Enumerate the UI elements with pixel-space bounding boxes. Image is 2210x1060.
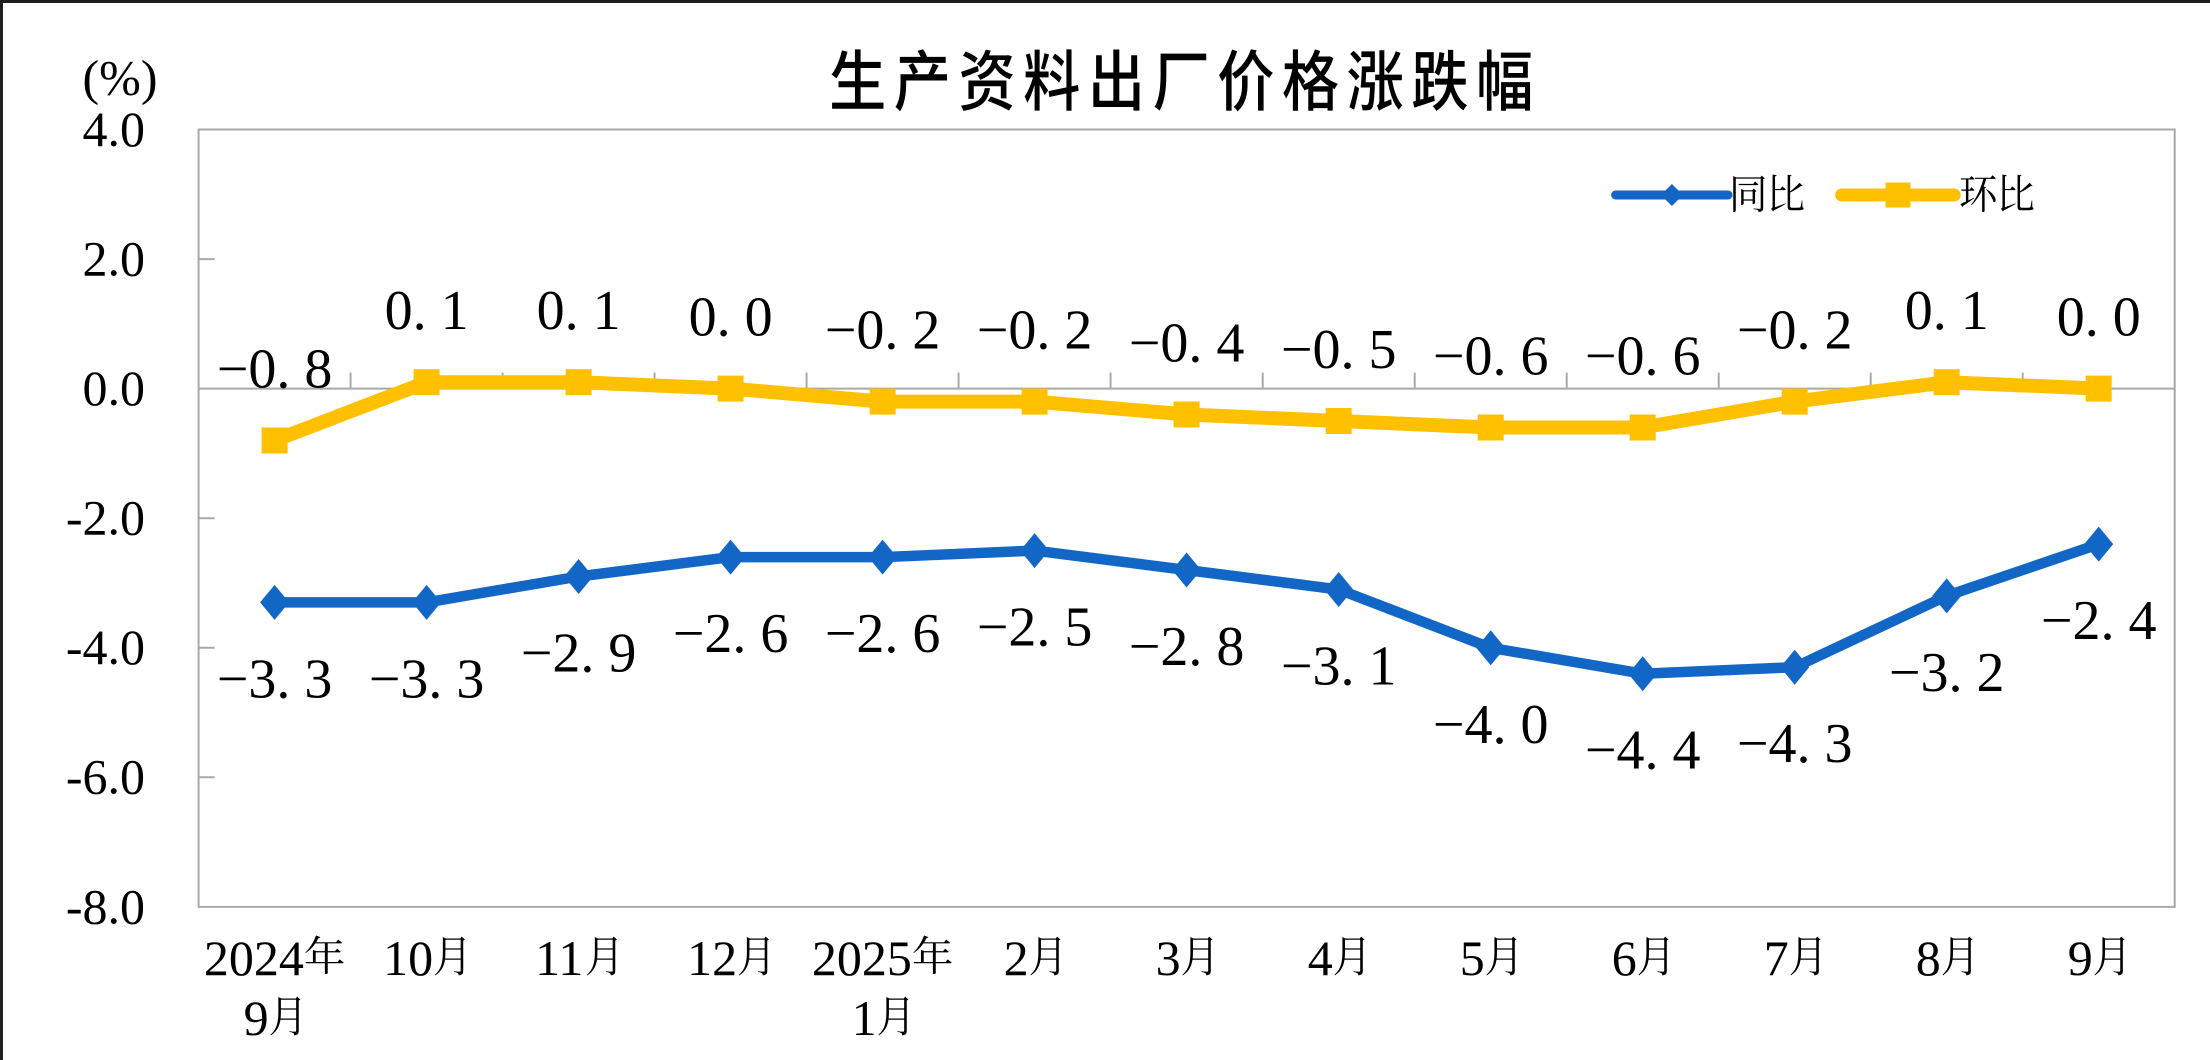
svg-text:−2. 8: −2. 8: [1129, 616, 1245, 678]
svg-text:0. 1: 0. 1: [537, 280, 621, 342]
svg-text:−0. 2: −0. 2: [825, 300, 941, 362]
svg-text:9: 9: [244, 990, 269, 1046]
svg-text:−2. 6: −2. 6: [825, 603, 941, 665]
svg-text:−0. 6: −0. 6: [1433, 326, 1549, 388]
svg-text:12: 12: [687, 930, 737, 986]
svg-text:2.0: 2.0: [83, 231, 146, 287]
svg-text:2: 2: [1004, 930, 1029, 986]
svg-text:−0. 5: −0. 5: [1281, 319, 1397, 381]
svg-text:8: 8: [1916, 930, 1941, 986]
svg-text:−3. 2: −3. 2: [1889, 642, 2005, 704]
svg-text:−4. 4: −4. 4: [1585, 720, 1701, 782]
svg-text:−3. 3: −3. 3: [217, 648, 333, 710]
svg-text:6: 6: [1612, 930, 1637, 986]
svg-text:−3. 3: −3. 3: [369, 648, 485, 710]
svg-text:−0. 2: −0. 2: [977, 300, 1093, 362]
svg-text:−2. 6: −2. 6: [673, 603, 789, 665]
svg-text:9: 9: [2068, 930, 2093, 986]
svg-text:2025: 2025: [812, 930, 912, 986]
svg-text:−2. 9: −2. 9: [521, 623, 637, 685]
svg-text:7: 7: [1764, 930, 1789, 986]
svg-text:-4.0: -4.0: [66, 619, 145, 675]
svg-text:3: 3: [1156, 930, 1181, 986]
svg-text:4.0: 4.0: [83, 101, 146, 157]
svg-text:−0. 4: −0. 4: [1129, 313, 1245, 375]
svg-text:0. 1: 0. 1: [1905, 280, 1989, 342]
svg-text:5: 5: [1460, 930, 1485, 986]
svg-text:0. 1: 0. 1: [385, 280, 469, 342]
svg-text:−4. 0: −4. 0: [1433, 694, 1549, 756]
svg-text:−0. 6: −0. 6: [1585, 326, 1701, 388]
svg-text:-2.0: -2.0: [66, 490, 145, 546]
svg-text:11: 11: [535, 930, 583, 986]
svg-text:−2. 4: −2. 4: [2041, 590, 2157, 652]
svg-text:-6.0: -6.0: [66, 749, 145, 805]
svg-text:1: 1: [852, 990, 877, 1046]
svg-text:0.0: 0.0: [83, 360, 146, 416]
svg-text:−0. 8: −0. 8: [217, 339, 333, 401]
svg-text:2024: 2024: [204, 930, 304, 986]
svg-text:-8.0: -8.0: [66, 878, 145, 934]
svg-text:0. 0: 0. 0: [689, 287, 773, 349]
svg-text:−4. 3: −4. 3: [1737, 713, 1853, 775]
svg-text:−2. 5: −2. 5: [977, 597, 1093, 659]
svg-text:−0. 2: −0. 2: [1737, 300, 1853, 362]
svg-text:(%): (%): [83, 50, 158, 106]
svg-text:0. 0: 0. 0: [2057, 287, 2141, 349]
svg-text:10: 10: [383, 930, 433, 986]
svg-text:4: 4: [1308, 930, 1333, 986]
svg-text:−3. 1: −3. 1: [1281, 636, 1397, 698]
